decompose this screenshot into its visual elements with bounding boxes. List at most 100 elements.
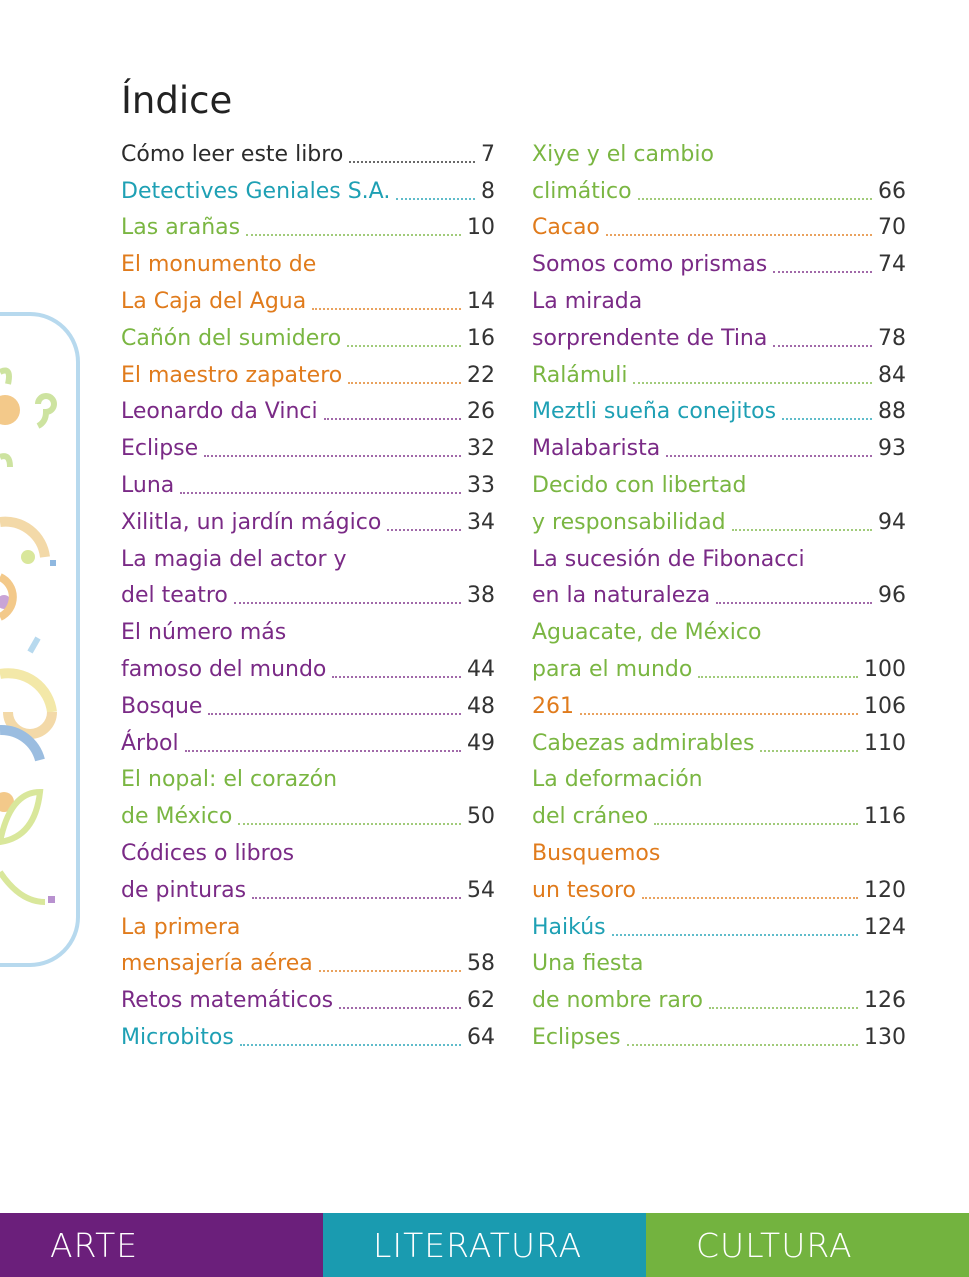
toc-entry-title: Ralámuli: [532, 362, 628, 388]
toc-entry-page-number: 54: [467, 877, 495, 903]
toc-entry[interactable]: Detectives Geniales S.A. 8: [121, 169, 495, 206]
toc-entry[interactable]: Leonardo da Vinci 26: [121, 390, 495, 427]
toc-entry[interactable]: Las arañas 10: [121, 206, 495, 243]
toc-entry-title: Cómo leer este libro: [121, 141, 344, 167]
toc-entry-page-number: 16: [467, 325, 495, 351]
toc-entry-page-number: 49: [467, 730, 495, 756]
dot-leader: [773, 344, 872, 347]
toc-entry-title: Malabarista: [532, 436, 661, 462]
toc-entry[interactable]: para el mundo 100: [532, 647, 906, 684]
toc-entry-title: La primera: [121, 914, 241, 940]
toc-entry-page-number: 34: [467, 509, 495, 535]
toc-entry-title: del teatro: [121, 583, 228, 609]
toc-entry[interactable]: Una fiesta: [532, 942, 906, 979]
toc-entry-title: de pinturas: [121, 877, 247, 903]
dot-leader: [246, 234, 461, 237]
toc-entry[interactable]: Retos matemáticos 62: [121, 978, 495, 1015]
toc-entry[interactable]: Meztli sueña conejitos 88: [532, 390, 906, 427]
toc-entry[interactable]: famoso del mundo 44: [121, 647, 495, 684]
toc-entry-title: El nopal: el corazón: [121, 767, 338, 793]
toc-entry[interactable]: El maestro zapatero 22: [121, 353, 495, 390]
toc-entry[interactable]: Árbol 49: [121, 721, 495, 758]
dot-leader: [698, 675, 858, 678]
toc-entry[interactable]: Luna 33: [121, 463, 495, 500]
toc-entry-page-number: 26: [467, 399, 495, 425]
toc-entry[interactable]: 261 106: [532, 684, 906, 721]
toc-entry[interactable]: Cabezas admirables 110: [532, 721, 906, 758]
toc-entry-page-number: 93: [878, 436, 906, 462]
toc-entry[interactable]: Microbitos 64: [121, 1015, 495, 1052]
toc-entry[interactable]: Malabarista 93: [532, 426, 906, 463]
toc-entry[interactable]: Cómo leer este libro 7: [121, 132, 495, 169]
toc-entry[interactable]: Ralámuli 84: [532, 353, 906, 390]
category-cultura: CULTURA: [646, 1213, 969, 1277]
toc-entry[interactable]: Aguacate, de México: [532, 610, 906, 647]
dot-leader: [184, 749, 461, 752]
dot-leader: [318, 970, 461, 973]
toc-entry-title: Códices o libros: [121, 840, 295, 866]
dot-leader: [626, 1043, 858, 1046]
toc-entry[interactable]: un tesoro 120: [532, 868, 906, 905]
toc-entry[interactable]: Xiye y el cambio: [532, 132, 906, 169]
dot-leader: [348, 381, 461, 384]
toc-entry[interactable]: Bosque 48: [121, 684, 495, 721]
dot-leader: [760, 749, 858, 752]
toc-entry[interactable]: y responsabilidad 94: [532, 500, 906, 537]
toc-entry[interactable]: Busquemos: [532, 831, 906, 868]
dot-leader: [323, 418, 461, 421]
toc-entry[interactable]: en la naturaleza 96: [532, 574, 906, 611]
toc-entry[interactable]: El nopal: el corazón: [121, 758, 495, 795]
toc-entry[interactable]: La magia del actor y: [121, 537, 495, 574]
toc-entry-title: climático: [532, 178, 632, 204]
toc-entry-title: El número más: [121, 620, 287, 646]
toc-entry-title: Eclipse: [121, 436, 199, 462]
toc-entry[interactable]: Eclipses 130: [532, 1015, 906, 1052]
toc-entry-title: Microbitos: [121, 1024, 234, 1050]
category-literatura: LITERATURA: [323, 1213, 646, 1277]
toc-entry[interactable]: climático 66: [532, 169, 906, 206]
toc-entry[interactable]: Eclipse 32: [121, 426, 495, 463]
dot-leader: [312, 307, 461, 310]
toc-entry-title: La mirada: [532, 288, 643, 314]
toc-entry-title: Una fiesta: [532, 951, 644, 977]
toc-entry[interactable]: Códices o libros: [121, 831, 495, 868]
toc-entry[interactable]: de pinturas 54: [121, 868, 495, 905]
toc-entry[interactable]: Decido con libertad: [532, 463, 906, 500]
toc-entry[interactable]: Cañón del sumidero 16: [121, 316, 495, 353]
toc-entry[interactable]: Xilitla, un jardín mágico 34: [121, 500, 495, 537]
toc-entry[interactable]: Haikús 124: [532, 905, 906, 942]
toc-entry[interactable]: sorprendente de Tina 78: [532, 316, 906, 353]
toc-entry[interactable]: La primera: [121, 905, 495, 942]
toc-entry[interactable]: La Caja del Agua 14: [121, 279, 495, 316]
dot-leader: [252, 896, 461, 899]
toc-entry[interactable]: del teatro 38: [121, 574, 495, 611]
toc-entry-page-number: 96: [878, 583, 906, 609]
toc-entry[interactable]: La mirada: [532, 279, 906, 316]
toc-entry[interactable]: La sucesión de Fibonacci: [532, 537, 906, 574]
toc-entry-title: La deformación: [532, 767, 703, 793]
toc-entry-title: El maestro zapatero: [121, 362, 343, 388]
toc-entry-title: Cañón del sumidero: [121, 325, 342, 351]
toc-entry[interactable]: Cacao 70: [532, 206, 906, 243]
dot-leader: [387, 528, 461, 531]
toc-entry[interactable]: del cráneo 116: [532, 794, 906, 831]
toc-entry-title: del cráneo: [532, 804, 649, 830]
toc-entry-title: Meztli sueña conejitos: [532, 399, 777, 425]
toc-entry-page-number: 22: [467, 362, 495, 388]
toc-entry-title: Bosque: [121, 693, 203, 719]
toc-entry-title: de nombre raro: [532, 988, 703, 1014]
toc-entry-title: Luna: [121, 472, 175, 498]
toc-entry-page-number: 7: [481, 141, 495, 167]
toc-entry[interactable]: El monumento de: [121, 242, 495, 279]
toc-entry[interactable]: mensajería aérea 58: [121, 942, 495, 979]
toc-entry[interactable]: Somos como prismas 74: [532, 242, 906, 279]
toc-entry-title: El monumento de: [121, 252, 317, 278]
toc-entry[interactable]: de México 50: [121, 794, 495, 831]
toc-entry-page-number: 48: [467, 693, 495, 719]
toc-entry[interactable]: El número más: [121, 610, 495, 647]
dot-leader: [339, 1007, 461, 1010]
toc-entry[interactable]: La deformación: [532, 758, 906, 795]
toc-entry-title: Decido con libertad: [532, 472, 747, 498]
toc-entry-page-number: 116: [864, 804, 906, 830]
toc-entry[interactable]: de nombre raro 126: [532, 978, 906, 1015]
